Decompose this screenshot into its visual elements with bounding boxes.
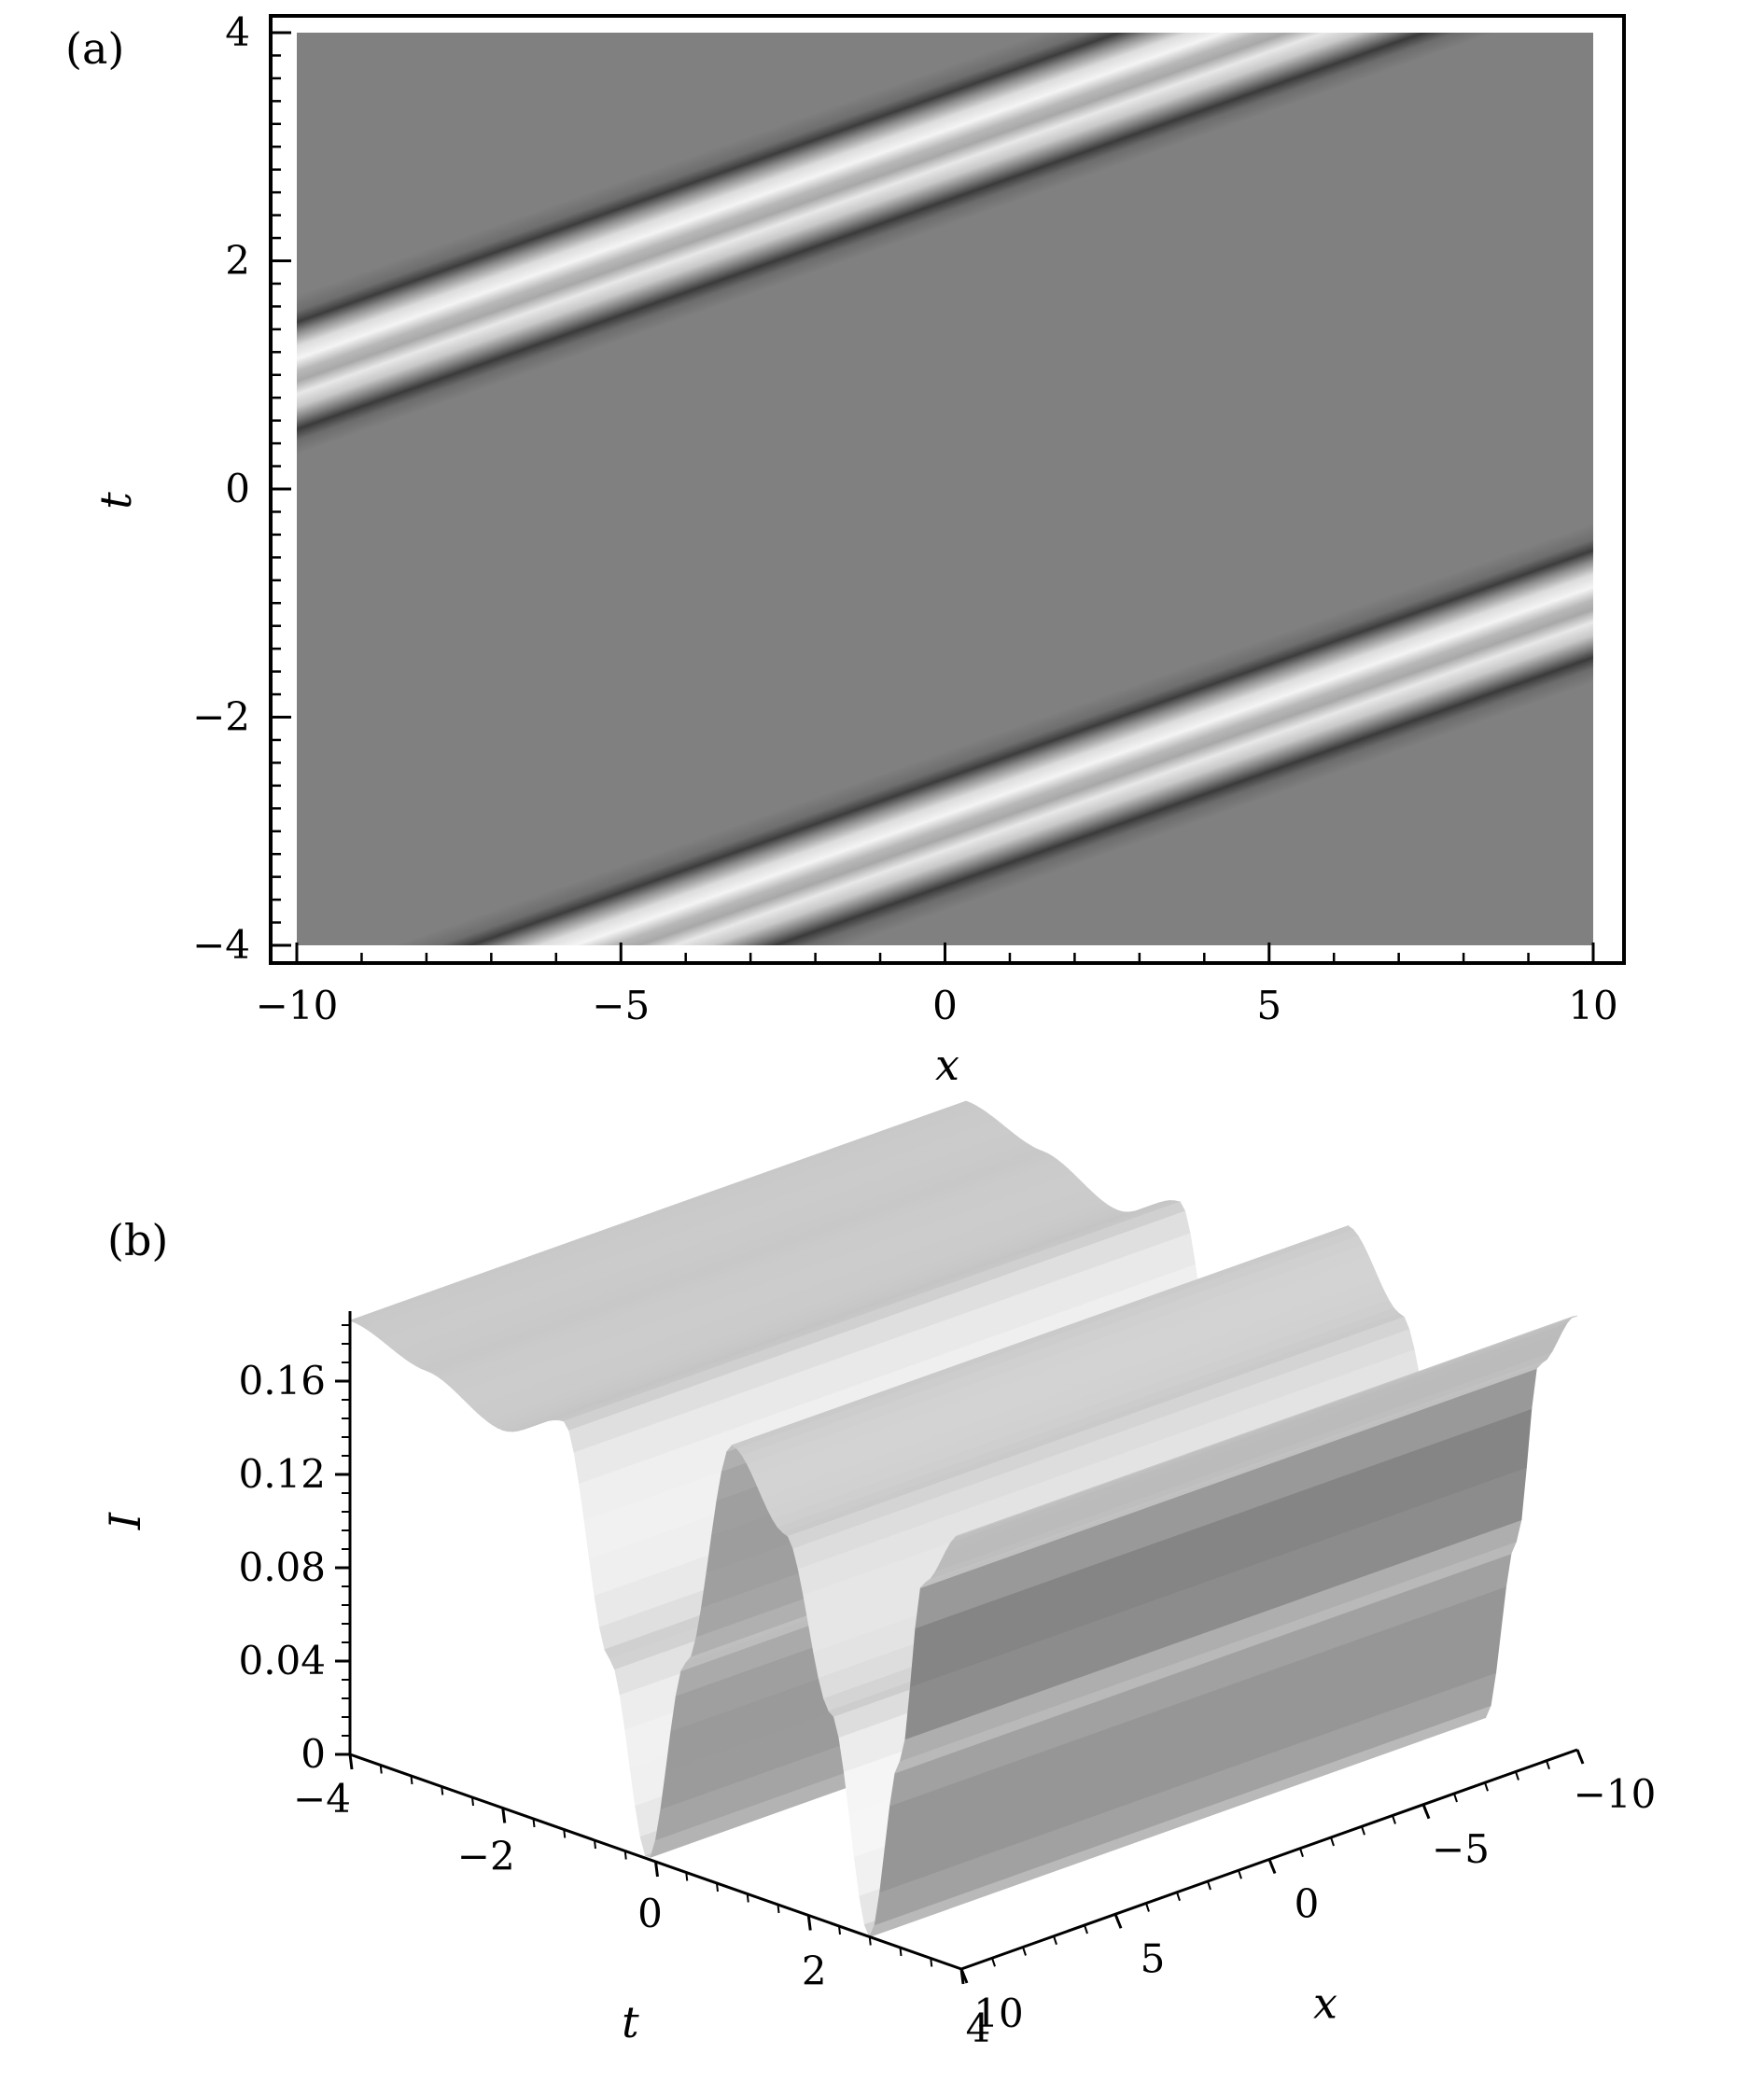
- panel-b-label: (b): [107, 1215, 168, 1265]
- t-minor-tick: [563, 1829, 567, 1838]
- x-axis-label-a: x: [935, 1040, 959, 1090]
- x-minor-tick-b: [1207, 1880, 1211, 1891]
- z-axis-label-b: I: [100, 1512, 150, 1530]
- x-minor-tick-b: [1392, 1815, 1396, 1824]
- t-minor-tick: [349, 1753, 352, 1764]
- t-tick-label: −4: [293, 1776, 351, 1822]
- t-minor-tick: [623, 1851, 627, 1860]
- x-tick-label-a: 0: [932, 983, 958, 1028]
- x-minor-tick-b: [1453, 1793, 1458, 1803]
- t-minor-tick: [441, 1786, 444, 1795]
- ticks-a: −10 −5 0 5 10 −4 −2 0 2 4: [192, 9, 1618, 1028]
- x-minor-tick-b: [1299, 1848, 1304, 1858]
- x-minor-tick-b: [1361, 1825, 1365, 1836]
- z-tick-label: 0.08: [238, 1544, 326, 1590]
- t-minor-tick: [501, 1808, 505, 1817]
- x-minor-tick-b: [1145, 1903, 1150, 1912]
- heatmap: [297, 33, 1593, 945]
- x-minor-tick-b: [1084, 1924, 1088, 1934]
- x-minor-tick-b: [1576, 1749, 1581, 1759]
- heatmap-stripe: [297, 33, 1496, 945]
- panel-a: (a) −10 −5 0 5 10 −4 −2 0 2 4 x t: [65, 9, 1626, 1090]
- x-tick-label-b: −5: [1432, 1826, 1490, 1872]
- x-minor-tick-b: [1053, 1935, 1057, 1946]
- y-axis-label-a: t: [91, 492, 141, 510]
- t-minor-tick: [746, 1893, 749, 1903]
- y-tick-label-a: 2: [225, 238, 250, 284]
- t-tick-label: 0: [637, 1891, 663, 1936]
- y-tick-label-a: 4: [225, 9, 250, 55]
- x-minor-tick-b: [1268, 1859, 1273, 1868]
- z-tick-label: 0.12: [238, 1451, 326, 1497]
- panel-a-label: (a): [65, 23, 124, 74]
- x-minor-tick-b: [1330, 1837, 1335, 1847]
- t-minor-tick: [471, 1796, 474, 1807]
- y-tick-label-a: −2: [192, 694, 250, 740]
- t-tick-label: −2: [457, 1834, 515, 1879]
- t-minor-tick: [716, 1882, 719, 1892]
- t-minor-tick: [685, 1872, 689, 1881]
- y-tick-label-a: −4: [192, 922, 250, 968]
- t-tick-label: 4: [966, 2005, 991, 2051]
- x-minor-tick-b: [1238, 1869, 1242, 1879]
- t-axis-label-b: t: [622, 1997, 639, 2047]
- t-minor-tick: [410, 1775, 413, 1785]
- x-minor-tick-b: [1546, 1760, 1550, 1770]
- z-tick-label: 0.04: [238, 1638, 326, 1683]
- x-axis-label-b: x: [1313, 1978, 1337, 2029]
- z-tick-label: 0: [301, 1731, 326, 1777]
- heatmap-stripe-band: [297, 33, 1496, 945]
- t-minor-tick: [532, 1818, 536, 1828]
- t-tick-label: 2: [802, 1948, 827, 1994]
- z-tick-label: 0.16: [238, 1358, 326, 1404]
- x-tick-label-b: 5: [1141, 1935, 1166, 1981]
- x-tick-label-b: 10: [973, 1990, 1023, 2036]
- x-minor-tick-b: [1422, 1804, 1427, 1814]
- x-minor-tick-b: [1176, 1892, 1181, 1902]
- heatmap-stripe-band: [394, 33, 1593, 945]
- x-minor-tick-b: [1515, 1771, 1519, 1781]
- t-minor-tick: [868, 1936, 872, 1946]
- x-tick-label-a: 5: [1256, 983, 1281, 1028]
- t-minor-tick: [777, 1904, 780, 1914]
- x-tick-label-a: −10: [256, 983, 339, 1028]
- t-minor-tick: [899, 1947, 903, 1957]
- heatmap-stripe: [394, 33, 1593, 945]
- surface: [348, 1100, 1578, 1938]
- t-minor-tick: [379, 1765, 383, 1774]
- x-minor-tick-b: [1114, 1913, 1119, 1923]
- x-minor-tick-b: [960, 1968, 965, 1978]
- t-minor-tick: [838, 1925, 841, 1935]
- t-minor-tick: [654, 1861, 658, 1871]
- x-tick-label-a: 10: [1568, 983, 1617, 1028]
- x-minor-tick-b: [1484, 1781, 1489, 1792]
- x-minor-tick-b: [1022, 1947, 1027, 1956]
- x-tick-label-a: −5: [592, 983, 650, 1028]
- axes-b: 0 0.04 0.08 0.12 0.16 −4 −2 0 2 4 −10 −5 0 5 10: [238, 1311, 1656, 2051]
- surface-strip: [956, 1315, 1578, 1537]
- x-tick-label-b: 0: [1295, 1881, 1320, 1927]
- x-minor-tick-b: [991, 1957, 996, 1967]
- y-tick-label-a: 0: [225, 466, 250, 511]
- t-minor-tick: [807, 1915, 811, 1924]
- x-tick-label-b: −10: [1574, 1771, 1657, 1817]
